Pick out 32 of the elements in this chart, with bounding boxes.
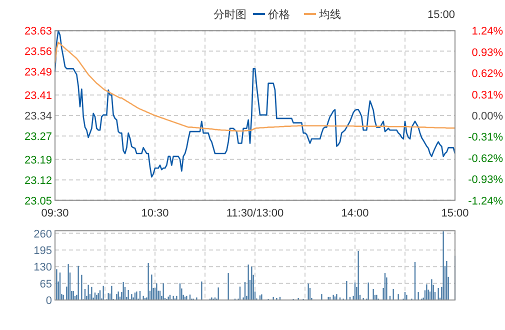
y-tick-label: 23.19 [24, 154, 52, 166]
legend-label: 价格 [267, 9, 290, 21]
y2-tick-label: -0.31% [468, 132, 504, 144]
y2-tick-label: 0.31% [472, 89, 504, 102]
y-tick-label: 23.49 [24, 66, 52, 79]
x-tick-label: 09:30 [41, 207, 69, 220]
y-tick-label: 195 [34, 244, 52, 257]
x-tick-label: 10:30 [141, 207, 169, 220]
y2-tick-label: 1.24% [472, 26, 504, 38]
text: 15:00 [427, 9, 455, 21]
y-tick-label: 23.56 [24, 46, 52, 58]
y-tick-label: 23.41 [24, 90, 52, 102]
y-tick-label: 23.05 [24, 195, 52, 208]
chart-title: 分时图 [214, 8, 246, 21]
y-tick-label: 23.27 [24, 130, 52, 143]
y-tick-label: 23.12 [24, 174, 52, 187]
legend-label: 均线 [318, 8, 341, 21]
y-tick-label: 23.63 [24, 26, 52, 38]
y-tick-label: 0 [46, 295, 52, 307]
y2-tick-label: 0.00% [472, 110, 504, 122]
y2-tick-label: -0.93% [468, 174, 504, 186]
y2-tick-label: -1.24% [468, 195, 504, 208]
y2-tick-label: 0.62% [472, 68, 504, 80]
x-tick-label: 15:00 [441, 207, 469, 220]
y2-tick-label: -0.62% [468, 152, 504, 165]
y-tick-label: 23.34 [24, 110, 52, 122]
y-tick-label: 130 [34, 262, 52, 274]
y-tick-label: 65 [40, 278, 52, 290]
y2-tick-label: 0.93% [472, 46, 504, 59]
x-tick-label: 14:00 [341, 207, 369, 220]
x-tick-label: 11:30/13:00 [226, 207, 284, 220]
y-tick-label: 260 [34, 228, 52, 240]
